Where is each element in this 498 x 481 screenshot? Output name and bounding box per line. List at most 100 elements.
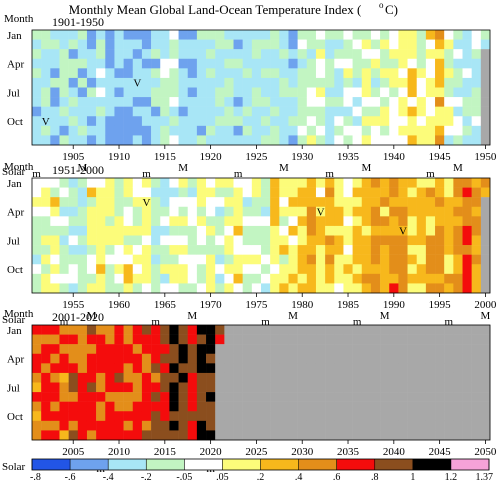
heat-cell [206, 197, 216, 207]
heat-cell [398, 135, 408, 146]
heat-cell [123, 264, 134, 275]
heat-cell [352, 106, 363, 117]
month-label: Oct [7, 264, 23, 276]
solar-max-marker: M [87, 310, 97, 322]
heat-cell [132, 334, 143, 345]
heat-cell [471, 245, 482, 255]
heat-cell [444, 135, 454, 146]
heat-cell [105, 216, 115, 227]
heat-cell [215, 225, 225, 236]
heat-cell [105, 264, 115, 275]
heat-cell [187, 401, 198, 412]
heat-cell [279, 197, 289, 207]
heat-cell [178, 68, 188, 79]
heat-cell [178, 401, 188, 412]
heat-cell [380, 401, 390, 412]
heat-cell [50, 106, 60, 117]
heat-cell [151, 77, 161, 88]
heat-cell [242, 254, 253, 265]
heat-cell [41, 30, 51, 40]
heat-cell [407, 225, 417, 236]
heat-cell [215, 430, 225, 441]
heat-cell [59, 116, 69, 127]
heat-cell [462, 245, 472, 255]
heat-cell [325, 106, 335, 117]
heat-cell [206, 353, 216, 364]
heat-cell [361, 392, 372, 402]
heat-cell [407, 178, 417, 188]
heat-cell [315, 372, 326, 383]
heat-cell [242, 411, 253, 422]
heat-cell [105, 125, 115, 136]
heat-cell [270, 106, 280, 117]
heat-cell [435, 245, 445, 255]
heat-cell [160, 30, 170, 40]
heat-cell [325, 30, 335, 40]
heat-cell [343, 187, 353, 198]
heat-cell [380, 254, 390, 265]
heat-cell [279, 125, 289, 136]
heat-cell [32, 372, 42, 383]
legend-swatch [260, 459, 299, 470]
heat-cell [270, 135, 280, 146]
heat-cell [187, 135, 198, 146]
heat-cell [160, 68, 170, 79]
heat-cell [370, 197, 381, 207]
heat-cell [206, 106, 216, 117]
heat-cell [233, 216, 243, 227]
heat-cell [224, 87, 234, 98]
heat-cell [32, 178, 42, 188]
heat-cell [343, 411, 353, 422]
heat-cell [334, 30, 344, 40]
heat-cell [77, 325, 88, 335]
heat-cell [160, 325, 170, 335]
heat-cell [224, 39, 234, 50]
heat-cell [141, 273, 152, 284]
heat-cell [96, 87, 106, 98]
heat-cell [398, 283, 408, 294]
heat-cell [343, 372, 353, 383]
heat-cell [160, 353, 170, 364]
heat-cell [306, 325, 317, 335]
heat-cell [261, 264, 271, 275]
heat-cell [151, 116, 161, 127]
heat-cell [435, 411, 445, 422]
year-tick-label: 2010 [108, 446, 131, 458]
heat-cell [370, 334, 381, 345]
heat-cell [251, 178, 262, 188]
heat-cell [105, 87, 115, 98]
heat-cell [325, 372, 335, 383]
heat-cell [41, 116, 51, 127]
heat-cell [325, 206, 335, 217]
heat-cell [50, 430, 60, 441]
heat-cell [105, 235, 115, 246]
heat-cell [59, 273, 69, 284]
heat-cell [178, 392, 188, 402]
heat-cell [370, 77, 381, 88]
month-label: Jul [7, 382, 20, 394]
heat-cell [352, 39, 363, 50]
heat-cell [251, 49, 262, 59]
year-tick-label: 2005 [62, 446, 85, 458]
chart-title-unit: C) [385, 2, 398, 17]
heat-cell [361, 39, 372, 50]
heat-cell [160, 382, 170, 393]
heat-cell [407, 344, 417, 354]
heat-cell [480, 325, 491, 335]
heat-cell [325, 382, 335, 393]
heat-cell [270, 401, 280, 412]
heat-cell [453, 245, 463, 255]
heat-cell [96, 178, 106, 188]
heat-cell [325, 235, 335, 246]
heat-cell [480, 187, 491, 198]
heat-cell [151, 216, 161, 227]
heat-cell [50, 392, 60, 402]
heat-cell [407, 401, 417, 412]
heat-cell [352, 273, 363, 284]
heat-cell [233, 225, 243, 236]
heat-cell [270, 97, 280, 107]
heat-cell [444, 235, 454, 246]
heat-cell [86, 135, 97, 146]
heat-cell [370, 125, 381, 136]
heat-cell [380, 344, 390, 354]
